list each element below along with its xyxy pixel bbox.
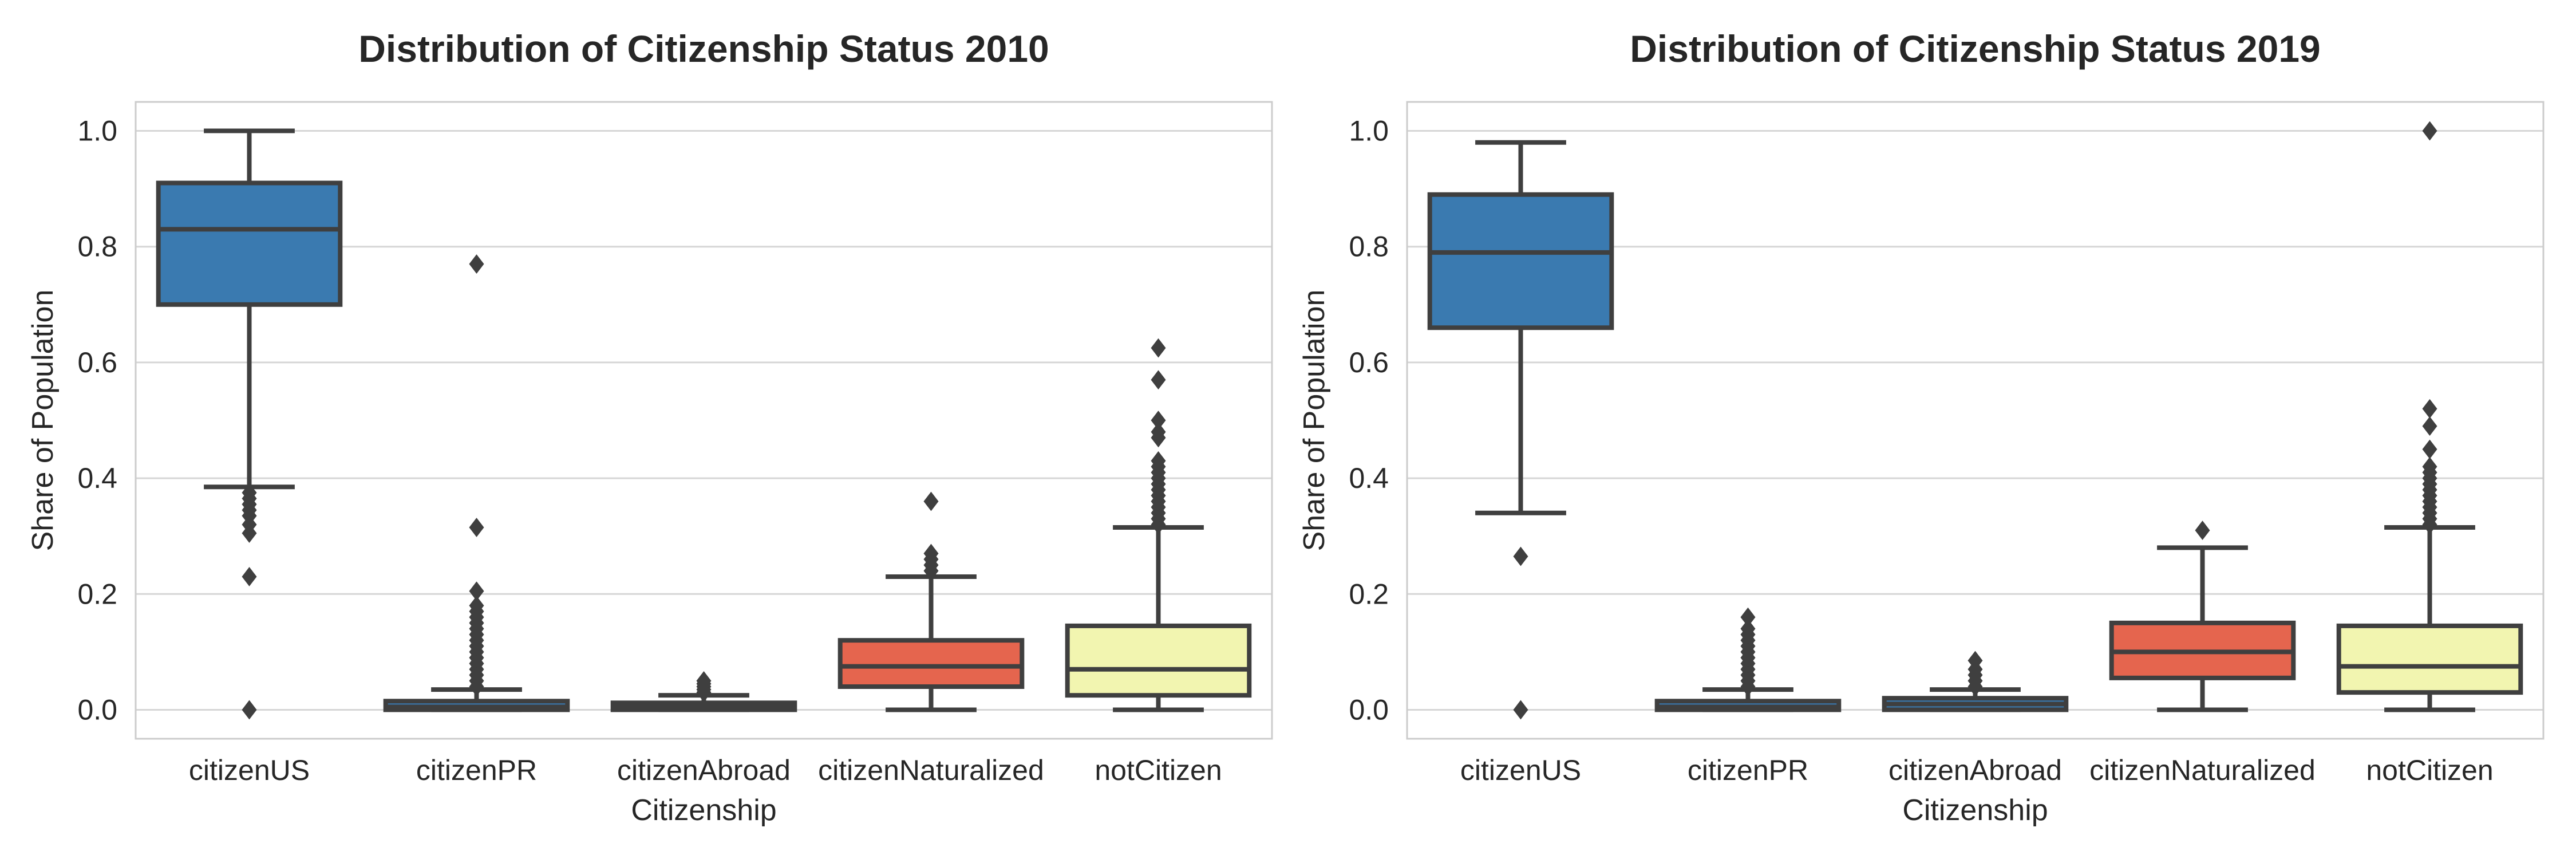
x-tick-label: notCitizen [1095,754,1222,786]
outlier-point [2422,416,2437,436]
y-tick-label: 1.0 [1349,115,1389,147]
outlier-point [242,700,257,720]
outlier-point [469,581,484,601]
x-tick-label: citizenNaturalized [818,754,1044,786]
outlier-point [242,523,257,543]
y-tick-label: 0.4 [1349,462,1389,494]
y-axis-label: Share of Population [1298,290,1331,551]
outlier-point [1513,546,1528,566]
box-citizenUS [156,128,343,720]
outlier-point [2422,121,2437,141]
box-citizenUS [1427,140,1614,720]
outlier-point [2422,399,2437,419]
outlier-point [469,518,484,537]
y-tick-label: 0.8 [1349,231,1389,263]
box-citizenNaturalized [2109,521,2296,712]
x-tick-label: notCitizen [2366,754,2493,786]
y-tick-label: 0.2 [77,578,117,610]
y-tick-label: 0.8 [77,231,117,263]
y-tick-label: 1.0 [77,115,117,147]
outlier-point [1151,370,1166,390]
outlier-point [1513,700,1528,720]
x-tick-label: citizenNaturalized [2089,754,2316,786]
outlier-point [469,254,484,274]
outlier-point [469,596,484,616]
y-axis-label: Share of Population [26,290,60,551]
outlier-point [1151,422,1166,442]
y-tick-label: 0.6 [1349,346,1389,379]
x-axis-label: Citizenship [631,794,776,827]
box-notCitizen [2336,121,2523,712]
box-iqr [1065,623,1252,698]
outlier-point [1151,411,1166,430]
outlier-point [2422,456,2437,476]
x-tick-label: citizenPR [416,754,537,786]
y-tick-label: 0.6 [77,346,117,379]
outlier-point [2422,439,2437,459]
outlier-point [1740,607,1756,627]
box-citizenPR [1654,607,1842,712]
box-iqr [837,638,1025,689]
box-citizenNaturalized [837,491,1025,712]
box-iqr [156,180,343,307]
x-tick-label: citizenUS [1460,754,1581,786]
chart-panel-2: 0.0 0.2 0.4 0.6 0.8 1.0 citizenUS citizenPR citi… [1298,27,2545,827]
plot-frame [1406,101,2545,740]
x-tick-label: citizenPR [1688,754,1808,786]
box-iqr [2336,623,2523,695]
x-tick-label: citizenAbroad [1888,754,2062,786]
box-citizenPR [383,254,570,712]
box-citizenAbroad [1882,651,2069,712]
outlier-point [923,491,939,511]
chart-panel-1: 0.0 0.2 0.4 0.6 0.8 1.0 citizenUS citizenPR citi… [26,27,1273,827]
outlier-point [242,567,257,586]
plot-frame [135,101,1273,740]
outlier-point [1967,651,1983,671]
box-notCitizen [1065,338,1252,712]
chart-title: Distribution of Citizenship Status 2010 [358,27,1049,70]
box-citizenAbroad [610,671,797,712]
outlier-point [923,543,939,564]
outlier-point [2195,521,2210,540]
y-tick-label: 0.0 [1349,693,1389,726]
chart-title: Distribution of Citizenship Status 2019 [1630,27,2320,70]
box-iqr [1427,192,1614,330]
y-tick-label: 0.4 [77,462,117,494]
outlier-point [1151,338,1166,358]
y-tick-label: 0.0 [77,693,117,726]
y-tick-label: 0.2 [1349,578,1389,610]
x-tick-label: citizenUS [189,754,310,786]
x-tick-label: citizenAbroad [617,754,791,786]
outlier-point [1151,451,1166,471]
outlier-point [696,671,712,691]
outlier-point [1740,619,1756,639]
x-axis-label: Citizenship [1902,794,2048,827]
